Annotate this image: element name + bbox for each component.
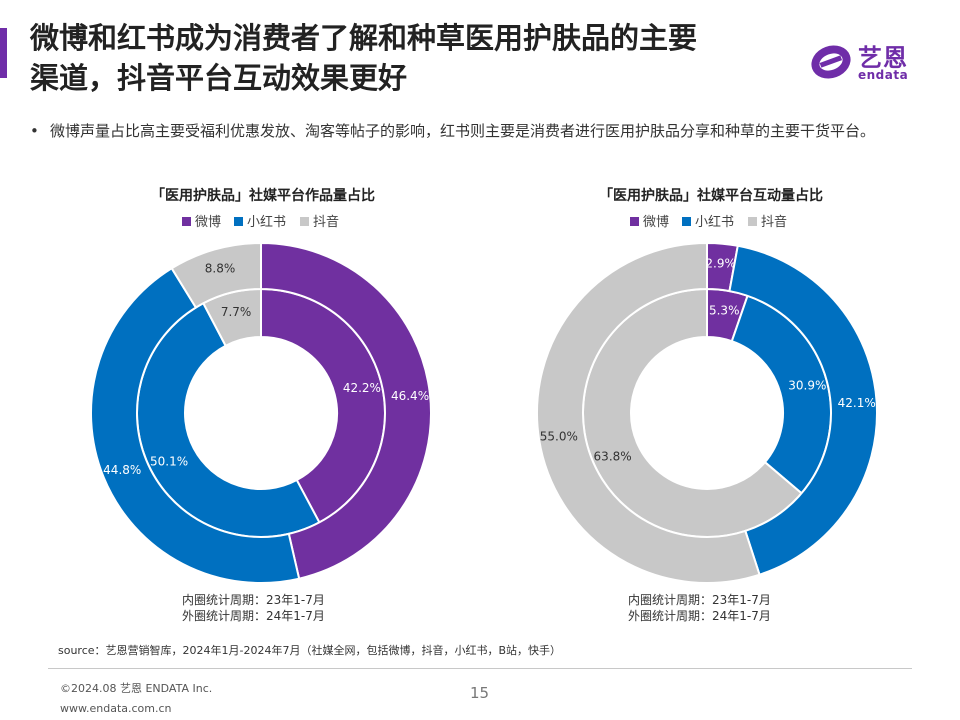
period-note-outer: 外圈统计周期：24年1-7月 — [182, 609, 325, 623]
legend-swatch-weibo — [182, 217, 191, 226]
summary-bullet: • 微博声量占比高主要受福利优惠发放、淘客等帖子的影响，红书则主要是消费者进行医… — [30, 115, 930, 147]
legend-label-weibo: 微博 — [643, 215, 669, 230]
footer-divider — [48, 668, 912, 669]
inner-label-weibo: 42.2% — [343, 381, 381, 395]
title-accent-bar — [0, 28, 7, 78]
legend-label-douyin: 抖音 — [761, 214, 787, 230]
outer-label-douyin: 8.8% — [205, 262, 236, 276]
outer-label-xiaohongshu: 42.1% — [838, 396, 876, 410]
legend-swatch-douyin — [300, 217, 309, 226]
logo-text-cn: 艺恩 — [858, 44, 908, 72]
chart-title: 「医用护肤品」社媒平台作品量占比 — [151, 187, 375, 204]
inner-label-weibo: 5.3% — [709, 303, 740, 317]
chart-title: 「医用护肤品」社媒平台互动量占比 — [599, 187, 823, 204]
endata-logo-mark-icon — [811, 45, 851, 79]
copyright-text: ©2024.08 艺恩 ENDATA Inc. — [60, 682, 213, 695]
logo-text-en: endata — [858, 68, 909, 82]
website-link[interactable]: www.endata.com.cn — [60, 702, 172, 715]
outer-label-weibo: 46.4% — [391, 389, 429, 403]
outer-slice-douyin — [170, 241, 262, 309]
legend-label-douyin: 抖音 — [313, 214, 339, 230]
page-title-line-1: 微博和红书成为消费者了解和种草医用护肤品的主要 — [30, 21, 698, 55]
outer-slice-douyin — [536, 241, 761, 584]
outer-slice-xiaohongshu — [728, 244, 879, 576]
legend-label-xiaohongshu: 小红书 — [247, 214, 286, 230]
inner-label-xiaohongshu: 30.9% — [788, 379, 826, 393]
endata-logo: 艺恩 endata — [808, 40, 928, 84]
period-note-inner: 内圈统计周期：23年1-7月 — [182, 593, 325, 607]
source-note: source：艺恩营销智库，2024年1月-2024年7月（社媒全网，包括微博，… — [58, 644, 562, 657]
period-note-inner: 内圈统计周期：23年1-7月 — [628, 593, 771, 607]
legend-swatch-douyin — [748, 217, 757, 226]
legend-swatch-xiaohongshu — [682, 217, 691, 226]
legend-label-weibo: 微博 — [195, 215, 221, 230]
legend-label-xiaohongshu: 小红书 — [695, 214, 734, 230]
outer-slice-xiaohongshu — [90, 266, 301, 584]
inner-label-douyin: 7.7% — [221, 305, 252, 319]
outer-label-weibo: 2.9% — [705, 257, 736, 271]
outer-label-xiaohongshu: 44.8% — [103, 463, 141, 477]
legend-swatch-xiaohongshu — [234, 217, 243, 226]
inner-label-xiaohongshu: 50.1% — [150, 455, 188, 469]
summary-text: 微博声量占比高主要受福利优惠发放、淘客等帖子的影响，红书则主要是消费者进行医用护… — [50, 122, 876, 140]
inner-label-douyin: 63.8% — [594, 450, 632, 464]
legend-swatch-weibo — [630, 217, 639, 226]
period-note-outer: 外圈统计周期：24年1-7月 — [628, 609, 771, 623]
page-title-line-2: 渠道，抖音平台互动效果更好 — [30, 61, 408, 95]
page-title: 微博和红书成为消费者了解和种草医用护肤品的主要 渠道，抖音平台互动效果更好 — [30, 18, 790, 98]
bullet-dot-icon: • — [30, 122, 39, 140]
page-number: 15 — [470, 684, 490, 702]
outer-slice-weibo — [260, 241, 432, 580]
outer-label-douyin: 55.0% — [540, 429, 578, 443]
